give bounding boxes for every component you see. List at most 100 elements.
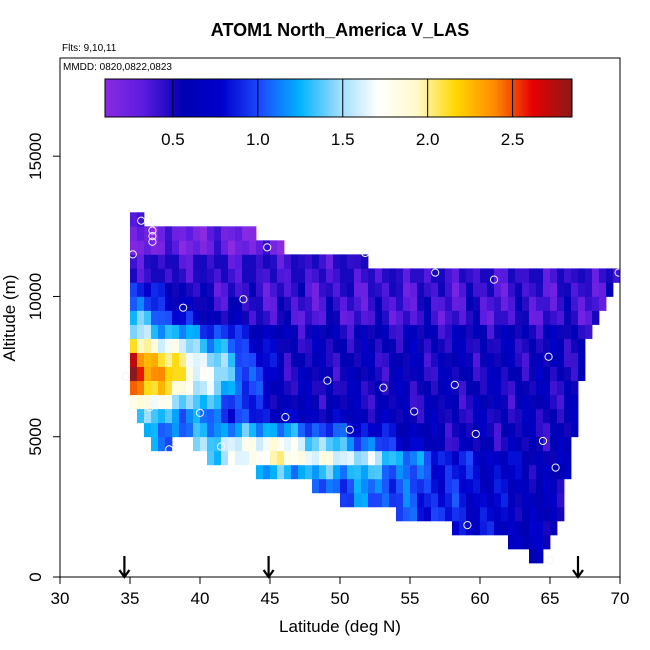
heatmap-cell <box>333 408 341 424</box>
heatmap-cell <box>263 394 271 410</box>
heatmap-cell <box>382 408 390 424</box>
heatmap-cell <box>508 310 516 325</box>
heatmap-cell <box>305 366 313 382</box>
heatmap-cell <box>494 380 502 396</box>
heatmap-cell <box>473 520 481 536</box>
heatmap-cell <box>466 394 474 410</box>
heatmap-cell <box>501 338 509 353</box>
heatmap-cell <box>242 380 250 396</box>
heatmap-cell <box>158 324 166 339</box>
heatmap-cell <box>417 492 425 508</box>
heatmap-cell <box>305 408 313 424</box>
heatmap-cell <box>235 352 243 367</box>
heatmap-cell <box>389 464 397 480</box>
heatmap-cell <box>480 478 488 494</box>
heatmap-cell <box>508 408 516 424</box>
heatmap-cell <box>340 352 348 367</box>
heatmap-cell <box>389 478 397 494</box>
heatmap-cell <box>221 268 229 283</box>
heatmap-cell <box>578 282 586 297</box>
heatmap-cell <box>186 394 194 410</box>
heatmap-cell <box>389 366 397 382</box>
heatmap-cell <box>375 268 383 283</box>
heatmap-cell <box>144 338 152 353</box>
heatmap-cell <box>249 296 257 311</box>
heatmap-cell <box>137 282 145 297</box>
heatmap-cell <box>536 394 544 410</box>
heatmap-cell <box>326 282 334 297</box>
heatmap-cell <box>165 296 173 311</box>
heatmap-cell <box>466 352 474 367</box>
heatmap-cell <box>158 268 166 283</box>
heatmap-cell <box>228 380 236 396</box>
heatmap-cell <box>221 324 229 339</box>
heatmap-cell <box>347 478 355 494</box>
heatmap-cell <box>494 492 502 508</box>
heatmap-cell <box>256 296 264 311</box>
heatmap-cell <box>312 254 320 269</box>
heatmap-cell <box>144 408 152 424</box>
heatmap-cell <box>466 338 474 353</box>
heatmap-cell <box>193 408 201 424</box>
heatmap-cell <box>494 310 502 325</box>
heatmap-cell <box>340 450 348 466</box>
flight-point <box>216 442 226 451</box>
heatmap-cell <box>417 464 425 480</box>
heatmap-cell <box>319 338 327 353</box>
heatmap-cell <box>242 366 250 382</box>
heatmap-cell <box>501 492 509 508</box>
heatmap-cell <box>564 394 572 410</box>
heatmap-cell <box>200 352 208 367</box>
heatmap-cell <box>214 436 222 452</box>
heatmap-cell <box>445 380 453 396</box>
heatmap-cell <box>186 296 194 311</box>
heatmap-cell <box>424 366 432 382</box>
heatmap-cell <box>326 408 334 424</box>
heatmap-cell <box>256 268 264 283</box>
heatmap-cell <box>130 324 138 339</box>
heatmap-cell <box>151 422 159 438</box>
heatmap-cell <box>277 422 285 438</box>
heatmap-cell <box>403 478 411 494</box>
flight-point <box>165 445 174 454</box>
heatmap-cell <box>480 394 488 410</box>
heatmap-cell <box>389 282 397 297</box>
heatmap-cell <box>571 324 579 339</box>
heatmap-cell <box>452 478 460 494</box>
heatmap-cell <box>389 310 397 325</box>
heatmap-cell <box>382 296 390 311</box>
heatmap-cell <box>403 380 411 396</box>
heatmap-cell <box>417 436 425 452</box>
heatmap-cell <box>375 436 383 452</box>
heatmap-cell <box>501 268 509 283</box>
heatmap-cell <box>207 436 215 452</box>
heatmap-cell <box>361 352 369 367</box>
heatmap-cell <box>340 366 348 382</box>
heatmap-cell <box>179 394 187 410</box>
heatmap-cell <box>382 282 390 297</box>
heatmap-cell <box>326 464 334 480</box>
heatmap-cell <box>438 352 446 367</box>
heatmap-cell <box>270 352 278 367</box>
heatmap-cell <box>249 422 257 438</box>
heatmap-cell <box>158 254 166 269</box>
heatmap-cell <box>522 436 530 452</box>
heatmap-cell <box>529 296 537 311</box>
heatmap-cell <box>137 240 145 255</box>
heatmap-cell <box>508 478 516 494</box>
heatmap-cell <box>536 366 544 382</box>
heatmap-cell <box>466 492 474 508</box>
heatmap-cell <box>571 366 579 382</box>
heatmap-cell <box>550 492 558 508</box>
flight-point <box>489 275 499 284</box>
heatmap-cell <box>221 394 229 410</box>
heatmap-cell <box>263 366 271 382</box>
heatmap-cell <box>382 492 390 508</box>
heatmap-cell <box>564 282 572 297</box>
heatmap-cell <box>333 450 341 466</box>
heatmap-cell <box>165 240 173 255</box>
heatmap-cell <box>256 394 264 410</box>
heatmap-cell <box>361 268 369 283</box>
heatmap-cell <box>599 268 607 283</box>
heatmap-cell <box>270 422 278 438</box>
